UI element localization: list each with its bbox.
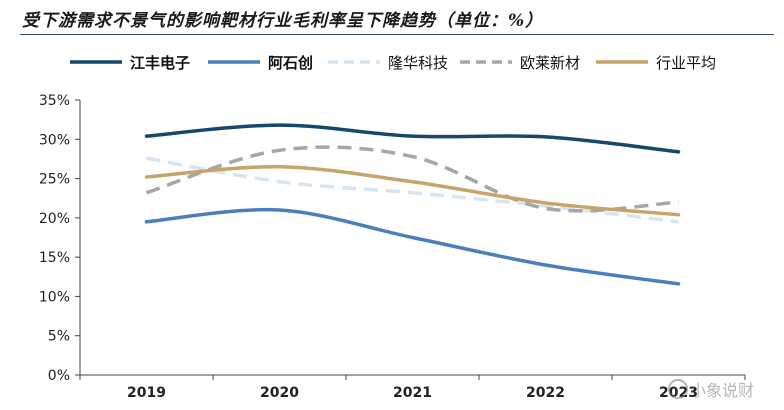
legend-label-0: 江丰电子: [130, 54, 190, 72]
chart-title: 受下游需求不景气的影响靶材行业毛利率呈下降趋势（单位：%）: [22, 11, 544, 31]
title-underline: [20, 34, 774, 35]
legend-label-2: 隆华科技: [388, 54, 448, 72]
y-tick-label: 25%: [39, 172, 70, 188]
series-line-2: [146, 156, 679, 224]
x-axis: 2019 2020 2021 2022 2023: [79, 374, 746, 401]
watermark-text: 小象说财: [690, 381, 755, 400]
legend-label-4: 行业平均: [656, 54, 716, 72]
legend: 江丰电子 阿石创 隆华科技 欧莱新材 行业平均: [70, 54, 716, 72]
y-tick-label: 35%: [39, 93, 70, 109]
x-tick-label: 2020: [260, 385, 299, 401]
legend-label-1: 阿石创: [268, 54, 313, 72]
series-layer: [144, 123, 681, 286]
y-tick-label: 10%: [39, 289, 70, 305]
series-line-4: [144, 165, 681, 217]
x-tick-label: 2019: [127, 385, 166, 401]
series-line-3: [145, 145, 679, 213]
watermark: 小象说财: [668, 377, 754, 401]
legend-label-3: 欧莱新材: [520, 54, 580, 72]
y-tick-label: 30%: [39, 132, 70, 148]
x-tick-label: 2021: [393, 385, 432, 401]
series-line-0: [144, 123, 681, 154]
x-tick-label: 2022: [526, 385, 565, 401]
watermark-logo-icon: [668, 379, 688, 399]
y-tick-label: 0%: [48, 368, 70, 384]
series-line-1: [144, 207, 681, 286]
y-axis: 0% 5% 10% 15% 20% 25% 30% 35%: [39, 93, 81, 384]
y-tick-label: 20%: [39, 211, 70, 227]
y-tick-label: 5%: [48, 329, 70, 345]
y-tick-label: 15%: [39, 250, 70, 266]
